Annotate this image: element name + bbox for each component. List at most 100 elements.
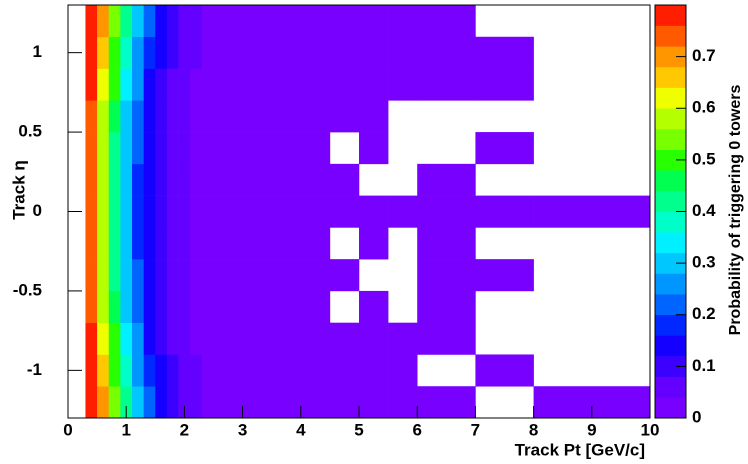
cell xyxy=(190,354,203,387)
cell xyxy=(108,195,121,228)
colorbar-tick-label: 0.2 xyxy=(692,304,716,323)
cell xyxy=(359,386,389,419)
cell xyxy=(97,290,110,323)
cell xyxy=(132,386,144,419)
cell xyxy=(97,100,110,133)
cell xyxy=(108,354,121,387)
cell xyxy=(475,195,534,228)
cell xyxy=(155,5,168,38)
cell xyxy=(271,322,331,355)
cell xyxy=(271,259,331,292)
cell xyxy=(132,227,144,260)
cell xyxy=(190,259,203,292)
cell xyxy=(271,132,331,165)
cell xyxy=(132,290,144,323)
cell xyxy=(271,163,331,196)
cell xyxy=(475,36,534,69)
cell xyxy=(97,195,110,228)
cell xyxy=(143,290,156,323)
cell xyxy=(417,195,476,228)
cell xyxy=(85,322,98,355)
cell xyxy=(201,5,214,38)
cell xyxy=(359,132,389,165)
cell xyxy=(271,290,331,323)
cell xyxy=(85,132,98,165)
cell xyxy=(132,5,144,38)
cell xyxy=(213,36,272,69)
cell xyxy=(155,163,168,196)
colorbar-segment xyxy=(655,190,686,212)
cell xyxy=(155,386,168,419)
x-tick-label: 9 xyxy=(587,420,596,439)
cell xyxy=(143,227,156,260)
cell xyxy=(329,354,360,387)
cell xyxy=(190,36,203,69)
cell xyxy=(213,100,272,133)
cell xyxy=(97,259,110,292)
cell xyxy=(190,227,203,260)
cell xyxy=(143,132,156,165)
cell xyxy=(178,100,191,133)
cell xyxy=(166,36,179,69)
cell xyxy=(201,68,214,101)
cell xyxy=(213,322,272,355)
cell xyxy=(85,259,98,292)
cell xyxy=(120,227,133,260)
cell xyxy=(166,354,179,387)
colorbar-title: Probability of triggering 0 towers xyxy=(727,85,744,336)
cell xyxy=(329,259,360,292)
colorbar-segment xyxy=(655,252,686,274)
cell xyxy=(120,322,133,355)
cell xyxy=(201,36,214,69)
colorbar-tick-label: 0.1 xyxy=(692,356,716,375)
cell xyxy=(271,36,331,69)
cell xyxy=(359,290,389,323)
x-tick-label: 8 xyxy=(529,420,538,439)
colorbar-segment xyxy=(655,232,686,254)
cell xyxy=(108,36,121,69)
cell xyxy=(132,322,144,355)
cell xyxy=(329,68,360,101)
cell xyxy=(417,36,476,69)
cell xyxy=(155,227,168,260)
cell xyxy=(388,68,418,101)
cell xyxy=(155,290,168,323)
cell xyxy=(329,100,360,133)
cell xyxy=(417,386,476,419)
cell xyxy=(108,100,121,133)
cell xyxy=(166,322,179,355)
cell xyxy=(533,195,651,228)
cell xyxy=(85,290,98,323)
cell xyxy=(120,68,133,101)
cell xyxy=(417,227,476,260)
colorbar-tick-label: 0.6 xyxy=(692,98,716,117)
cell xyxy=(108,5,121,38)
cell xyxy=(178,290,191,323)
cell xyxy=(190,68,203,101)
cell xyxy=(143,100,156,133)
colorbar-segment xyxy=(655,25,686,47)
cell xyxy=(132,100,144,133)
cell xyxy=(388,36,418,69)
cell xyxy=(178,322,191,355)
cell xyxy=(417,290,476,323)
colorbar-tick-label: 0.4 xyxy=(692,201,716,220)
cell xyxy=(108,259,121,292)
cell xyxy=(417,5,476,38)
cell xyxy=(475,259,534,292)
cell xyxy=(155,259,168,292)
x-tick-label: 6 xyxy=(412,420,421,439)
cell xyxy=(132,36,144,69)
cell xyxy=(97,36,110,69)
colorbar-segment xyxy=(655,273,686,295)
cell xyxy=(108,290,121,323)
x-tick-label: 10 xyxy=(641,420,660,439)
x-tick-label: 4 xyxy=(296,420,306,439)
cell xyxy=(108,322,121,355)
cell xyxy=(417,163,476,196)
cell xyxy=(201,132,214,165)
cell xyxy=(190,132,203,165)
cell xyxy=(271,100,331,133)
cell xyxy=(190,386,203,419)
x-tick-label: 5 xyxy=(354,420,363,439)
